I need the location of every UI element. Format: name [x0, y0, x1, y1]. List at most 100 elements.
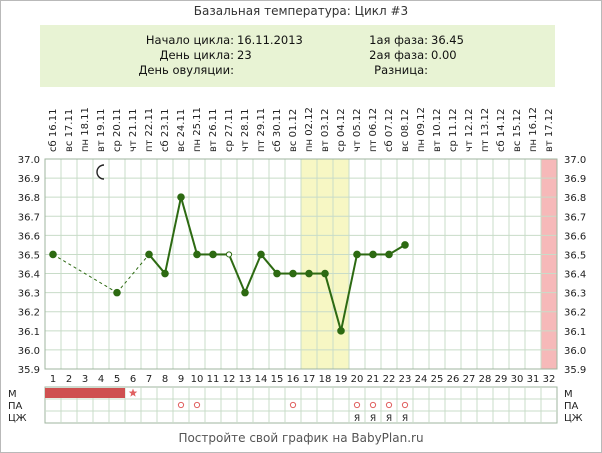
line-segment	[244, 254, 262, 294]
cycle-info-panel: Начало цикла: 16.11.2013 День цикла: 23 …	[40, 25, 555, 87]
day-number: 27	[463, 374, 476, 385]
day-number: 26	[447, 374, 460, 385]
date-label: пт 22.11	[144, 108, 155, 152]
day-number: 10	[191, 374, 204, 385]
gap-segment	[52, 254, 118, 294]
data-point	[225, 251, 233, 258]
date-label: сб 30.11	[272, 109, 283, 152]
date-label: пт 13.12	[480, 108, 491, 152]
footer-link[interactable]: Постройте свой график на BabyPlan.ru	[178, 431, 424, 445]
plot-border	[44, 158, 558, 370]
y-tick-label-right: 36.2	[564, 308, 586, 319]
data-point	[49, 250, 57, 259]
date-label: ср 27.11	[224, 108, 235, 152]
day-number: 29	[495, 374, 508, 385]
menses-cell	[45, 388, 61, 398]
pa-circle-marker	[193, 401, 201, 409]
date-label: вс 24.11	[176, 109, 187, 152]
date-label: вт 19.11	[96, 108, 107, 152]
date-label: вт 17.12	[544, 108, 555, 152]
day-number: 12	[223, 374, 236, 385]
menses-cell	[93, 388, 109, 398]
line-segment	[340, 254, 358, 332]
data-point	[209, 250, 217, 259]
day-number: 24	[415, 374, 428, 385]
day-number: 19	[335, 374, 348, 385]
pa-circle-marker	[177, 401, 185, 409]
cycle-day-value: 23	[237, 48, 252, 62]
day-number: 28	[479, 374, 492, 385]
day-number: 18	[319, 374, 332, 385]
date-label: пн 18.11	[80, 107, 91, 152]
date-label: пт 06.12	[368, 108, 379, 152]
pink-column	[541, 159, 557, 369]
day-number: 4	[98, 374, 104, 385]
day-number: 5	[114, 374, 120, 385]
day-number: 9	[178, 374, 184, 385]
y-tick-label-right: 36.9	[564, 174, 586, 185]
date-label: чт 05.12	[352, 108, 363, 152]
cervical-mucus-marker: Я	[402, 414, 408, 424]
date-label: чт 12.12	[464, 108, 475, 152]
y-tick-label-right: 36.1	[564, 327, 586, 338]
row-label-left: М	[8, 389, 17, 400]
y-tick-label-right: 35.9	[564, 365, 586, 376]
line-segment	[164, 196, 182, 274]
date-label: пт 29.11	[256, 108, 267, 152]
y-tick-label-left: 36.8	[18, 193, 40, 204]
day-number: 20	[351, 374, 364, 385]
day-number: 14	[255, 374, 268, 385]
menses-cell	[61, 388, 77, 398]
y-tick-label-right: 37.0	[564, 155, 586, 166]
y-tick-label-right: 36.7	[564, 212, 586, 223]
y-tick-label-right: 36.0	[564, 346, 586, 357]
date-label: чт 28.11	[240, 108, 251, 152]
y-tick-label-left: 36.5	[18, 250, 40, 261]
data-point	[321, 269, 329, 278]
day-number: 21	[367, 374, 380, 385]
highlight-column	[333, 159, 349, 369]
cervical-mucus-marker: Я	[354, 414, 360, 424]
highlight-column	[317, 159, 333, 369]
y-tick-label-left: 36.1	[18, 327, 40, 338]
date-label: сб 23.11	[160, 109, 171, 152]
y-tick-label-right: 36.5	[564, 250, 586, 261]
data-point	[401, 241, 409, 249]
day-number: 11	[207, 374, 220, 385]
cervical-mucus-marker: Я	[370, 414, 376, 424]
y-tick-label-left: 36.3	[18, 289, 40, 300]
day-number: 30	[511, 374, 524, 385]
menses-cell	[77, 388, 93, 398]
day-number: 17	[303, 374, 316, 385]
line-segment	[228, 254, 246, 294]
date-label: вт 26.11	[208, 108, 219, 152]
day-number: 15	[271, 374, 284, 385]
pa-circle-marker	[401, 401, 409, 409]
cervical-mucus-marker: Я	[386, 414, 392, 424]
data-point	[241, 288, 249, 297]
highlight-column	[301, 159, 317, 369]
line-segment	[324, 273, 342, 332]
date-label: ср 20.11	[112, 108, 123, 152]
data-point	[161, 269, 169, 278]
data-point	[273, 269, 281, 278]
crescent-moon-icon	[96, 164, 105, 180]
y-tick-label-right: 36.4	[564, 270, 586, 281]
date-label: вс 17.11	[64, 109, 75, 152]
data-point	[113, 288, 121, 297]
phase2-label: 2ая фаза:	[369, 48, 428, 62]
day-number: 23	[399, 374, 412, 385]
row-label-left: ЦЖ	[8, 413, 27, 424]
date-label: пн 09.12	[416, 107, 427, 152]
day-number: 22	[383, 374, 396, 385]
y-tick-label-left: 36.6	[18, 231, 40, 242]
date-label: вт 03.12	[320, 108, 331, 152]
phase1-value: 36.45	[431, 33, 464, 47]
date-label: ср 11.12	[448, 108, 459, 152]
date-label: вт 10.12	[432, 108, 443, 152]
day-number: 1	[50, 374, 56, 385]
y-tick-label-left: 36.0	[18, 346, 40, 357]
pa-circle-marker	[369, 401, 377, 409]
row-label-left: ПА	[8, 401, 23, 412]
cycle-start-value: 16.11.2013	[237, 33, 303, 47]
